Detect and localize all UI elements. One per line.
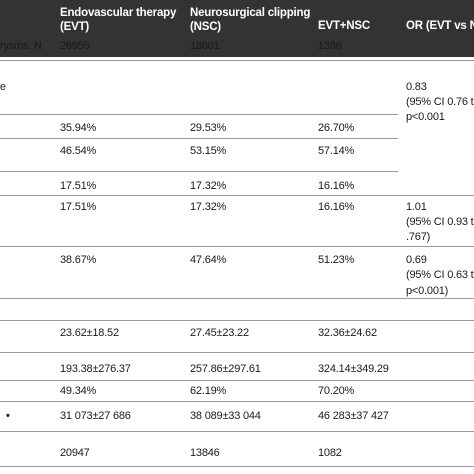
cell-evt-nsc: 16.16% xyxy=(318,180,355,192)
or-ci: (95% CI 0.63 t xyxy=(406,269,474,281)
cell-evt: 17.51% xyxy=(60,180,97,192)
row-divider xyxy=(0,195,474,196)
cell-nsc: 18601 xyxy=(190,40,220,52)
row-divider xyxy=(0,466,474,467)
cell-nsc: 29.53% xyxy=(190,122,227,134)
or-value: 1.01 xyxy=(406,201,427,213)
cell-nsc: 13846 xyxy=(190,447,220,459)
or-p: .767) xyxy=(406,231,431,243)
cell-evt-nsc: 70.20% xyxy=(318,385,355,397)
cell-evt: 17.51% xyxy=(60,201,97,213)
cell-evt: 46.54% xyxy=(60,145,97,157)
or-value: 0.69 xyxy=(406,254,427,266)
row-label: e xyxy=(0,81,6,93)
cell-evt: 23.62±18.52 xyxy=(60,327,119,339)
cell-evt-nsc: 51.23% xyxy=(318,254,355,266)
or-value: 0.83 xyxy=(406,81,427,93)
cell-evt-nsc: 16.16% xyxy=(318,201,355,213)
row-divider xyxy=(0,298,474,299)
row-divider xyxy=(0,114,398,115)
row-divider xyxy=(0,246,474,247)
cell-evt-nsc: 1386 xyxy=(318,40,342,52)
row-divider xyxy=(0,320,474,321)
cell-nsc: 53.15% xyxy=(190,145,227,157)
table-header xyxy=(0,0,474,57)
cell-evt: 31 073±27 686 xyxy=(60,410,131,422)
or-ci: (95% CI 0.93 t xyxy=(406,216,474,228)
row-divider xyxy=(0,138,398,139)
row-label: rysms, N xyxy=(0,40,42,52)
cell-evt-nsc: 57.14% xyxy=(318,145,355,157)
cell-evt-nsc: 1082 xyxy=(318,447,342,459)
cell-nsc: 257.86±297.61 xyxy=(190,363,261,375)
row-divider xyxy=(0,431,474,432)
row-divider xyxy=(0,60,474,61)
cell-nsc: 27.45±23.22 xyxy=(190,327,249,339)
cell-nsc: 38 089±33 044 xyxy=(190,410,261,422)
row-marker: • xyxy=(6,410,10,422)
or-p: p<0.001) xyxy=(406,285,449,297)
cell-evt: 35.94% xyxy=(60,122,97,134)
cell-evt: 38.67% xyxy=(60,254,97,266)
cell-evt: 193.38±276.37 xyxy=(60,363,131,375)
cell-evt: 20947 xyxy=(60,447,90,459)
cell-evt-nsc: 26.70% xyxy=(318,122,355,134)
row-divider xyxy=(0,380,474,381)
cell-nsc: 17.32% xyxy=(190,180,227,192)
cell-evt-nsc: 32.36±24.62 xyxy=(318,327,377,339)
or-ci: (95% CI 0.76 t xyxy=(406,96,474,108)
cell-nsc: 17.32% xyxy=(190,201,227,213)
cell-nsc: 62.19% xyxy=(190,385,227,397)
or-p: p<0.001 xyxy=(406,111,445,123)
cell-evt: 49.34% xyxy=(60,385,97,397)
header-or: OR (EVT vs N xyxy=(406,20,474,32)
header-nsc-line2: (NSC) xyxy=(190,21,221,33)
cell-evt-nsc: 324.14±349.29 xyxy=(318,363,389,375)
cell-nsc: 47.64% xyxy=(190,254,227,266)
header-evt-nsc: EVT+NSC xyxy=(318,20,370,32)
cell-evt-nsc: 46 283±37 427 xyxy=(318,410,389,422)
row-divider xyxy=(0,171,398,172)
header-evt-line2: (EVT) xyxy=(60,21,90,33)
header-nsc-line1: Neurosurgical clipping xyxy=(190,7,311,19)
header-evt-line1: Endovascular therapy xyxy=(60,7,177,19)
cell-evt: 26955 xyxy=(60,40,90,52)
row-divider xyxy=(0,352,474,353)
row-divider xyxy=(0,401,474,402)
